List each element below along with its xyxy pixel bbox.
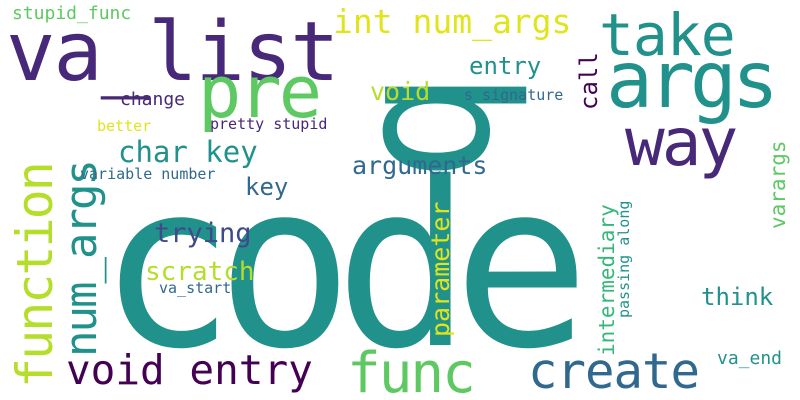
word-function: function	[6, 163, 64, 388]
word-entry: entry	[469, 52, 542, 80]
word-trying: trying	[154, 218, 252, 249]
word-key: key	[245, 173, 289, 201]
word-pretty-stupid: pretty stupid	[210, 115, 328, 133]
word-code: code	[98, 133, 590, 399]
word-char-key: char key	[118, 135, 258, 169]
word-va-list: va_list	[6, 5, 340, 100]
word-take: take	[599, 1, 736, 69]
word-int-num-args: int num_args	[333, 2, 572, 41]
word-call: call	[575, 52, 603, 110]
word-arguments: arguments	[352, 151, 488, 180]
word-variable-number: variable number	[80, 165, 216, 183]
word-way: way	[625, 104, 738, 181]
word-func: func	[347, 341, 476, 400]
word-num-args: num_args	[56, 161, 107, 357]
word-stupid-func: stupid_func	[12, 3, 132, 24]
word-va-start: va_start	[159, 279, 232, 297]
word-args: args	[606, 36, 779, 126]
word-parameter: parameter	[426, 201, 455, 337]
word-va-end: va_end	[717, 348, 783, 369]
word-varargs: varargs	[766, 140, 790, 229]
word-signature: s signature	[464, 86, 564, 104]
word-create: create	[528, 343, 700, 400]
word-pre: pre	[198, 50, 322, 134]
word-think: think	[701, 283, 774, 311]
word-void: void	[370, 77, 431, 106]
word-better: better	[97, 117, 152, 135]
word-void-entry: void entry	[66, 346, 313, 394]
word-scratch: scratch	[145, 257, 255, 287]
word-passing-along: passing along	[615, 200, 633, 318]
word-change: change	[120, 89, 186, 110]
